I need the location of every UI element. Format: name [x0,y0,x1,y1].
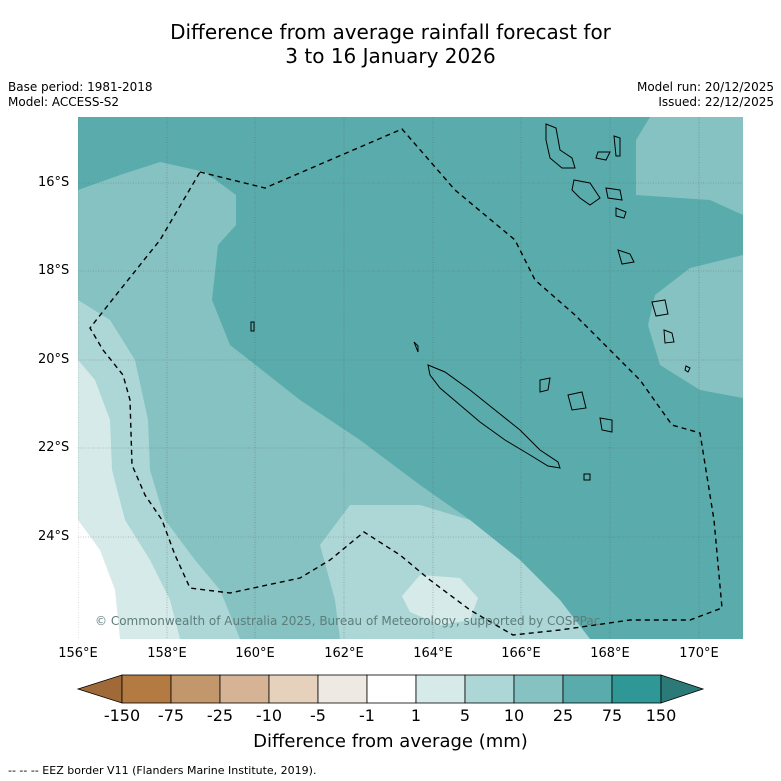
colorbar-label: -150 [103,706,141,725]
model-name: Model: ACCESS-S2 [8,95,120,109]
colorbar-extend-high [660,674,705,704]
colorbar-cell [366,674,417,704]
lon-label-156e: 156°E [58,646,98,661]
colorbar-label: 5 [459,706,471,725]
band-25-75 [78,117,743,639]
lon-label-170e: 170°E [679,646,719,661]
colorbar-label: 10 [503,706,525,725]
colorbar-cells [121,674,662,704]
footer-note: -- -- -- EEZ border V11 (Flanders Marine… [8,764,317,777]
band-5-10-south [320,505,590,639]
new-caledonia-island [427,364,561,469]
colorbar-label: 75 [601,706,623,725]
colorbar-label: -1 [359,706,375,725]
colorbar-extend-low [76,674,123,704]
lon-label-160e: 160°E [235,646,275,661]
colorbar-label: 150 [645,706,677,725]
lat-label-18s: 18°S [38,263,70,278]
lat-label-20s: 20°S [38,352,70,367]
colorbar-cell [415,674,466,704]
meta-left: Base period: 1981-2018 Model: ACCESS-S2 [8,80,153,110]
colorbar-label: -5 [310,706,326,725]
lon-label-168e: 168°E [590,646,630,661]
colorbar-cell [562,674,613,704]
colorbar-cell [464,674,515,704]
colorbar-cell [170,674,221,704]
colorbar-cell [611,674,662,704]
vanuatu-islands [545,123,691,373]
band-near-zero [78,520,120,639]
band-1-5-patch [402,575,478,625]
model-run: Model run: 20/12/2025 [636,80,774,94]
lon-label-162e: 162°E [324,646,364,661]
colorbar-cell [268,674,319,704]
colorbar-label: -10 [255,706,283,725]
copyright-notice: © Commonwealth of Australia 2025, Bureau… [95,614,601,628]
colorbar-title: Difference from average (mm) [253,731,528,752]
lat-label-24s: 24°S [38,529,70,544]
meta-right: Model run: 20/12/2025 Issued: 22/12/2025 [637,80,774,110]
colorbar-cell [317,674,368,704]
title-line-1: Difference from average rainfall forecas… [170,20,611,44]
colorbar-label: 1 [410,706,422,725]
base-period: Base period: 1981-2018 [8,80,153,94]
lat-label-22s: 22°S [38,440,70,455]
colorbar [76,674,705,704]
lon-label-158e: 158°E [147,646,187,661]
small-islands [250,321,591,481]
colorbar-label: 25 [552,706,574,725]
lon-label-166e: 166°E [501,646,541,661]
lon-label-164e: 164°E [413,646,453,661]
colorbar-cell [219,674,270,704]
issued-date: Issued: 22/12/2025 [658,95,774,109]
rainfall-anomaly-field [78,117,743,639]
colorbar-cell [121,674,172,704]
title-line-2: 3 to 16 January 2026 [285,44,496,68]
lat-label-16s: 16°S [38,175,70,190]
colorbar-label: -25 [206,706,234,725]
graticule [78,117,743,639]
loyalty-islands [539,377,613,433]
colorbar-cell [513,674,564,704]
colorbar-label: -75 [157,706,185,725]
